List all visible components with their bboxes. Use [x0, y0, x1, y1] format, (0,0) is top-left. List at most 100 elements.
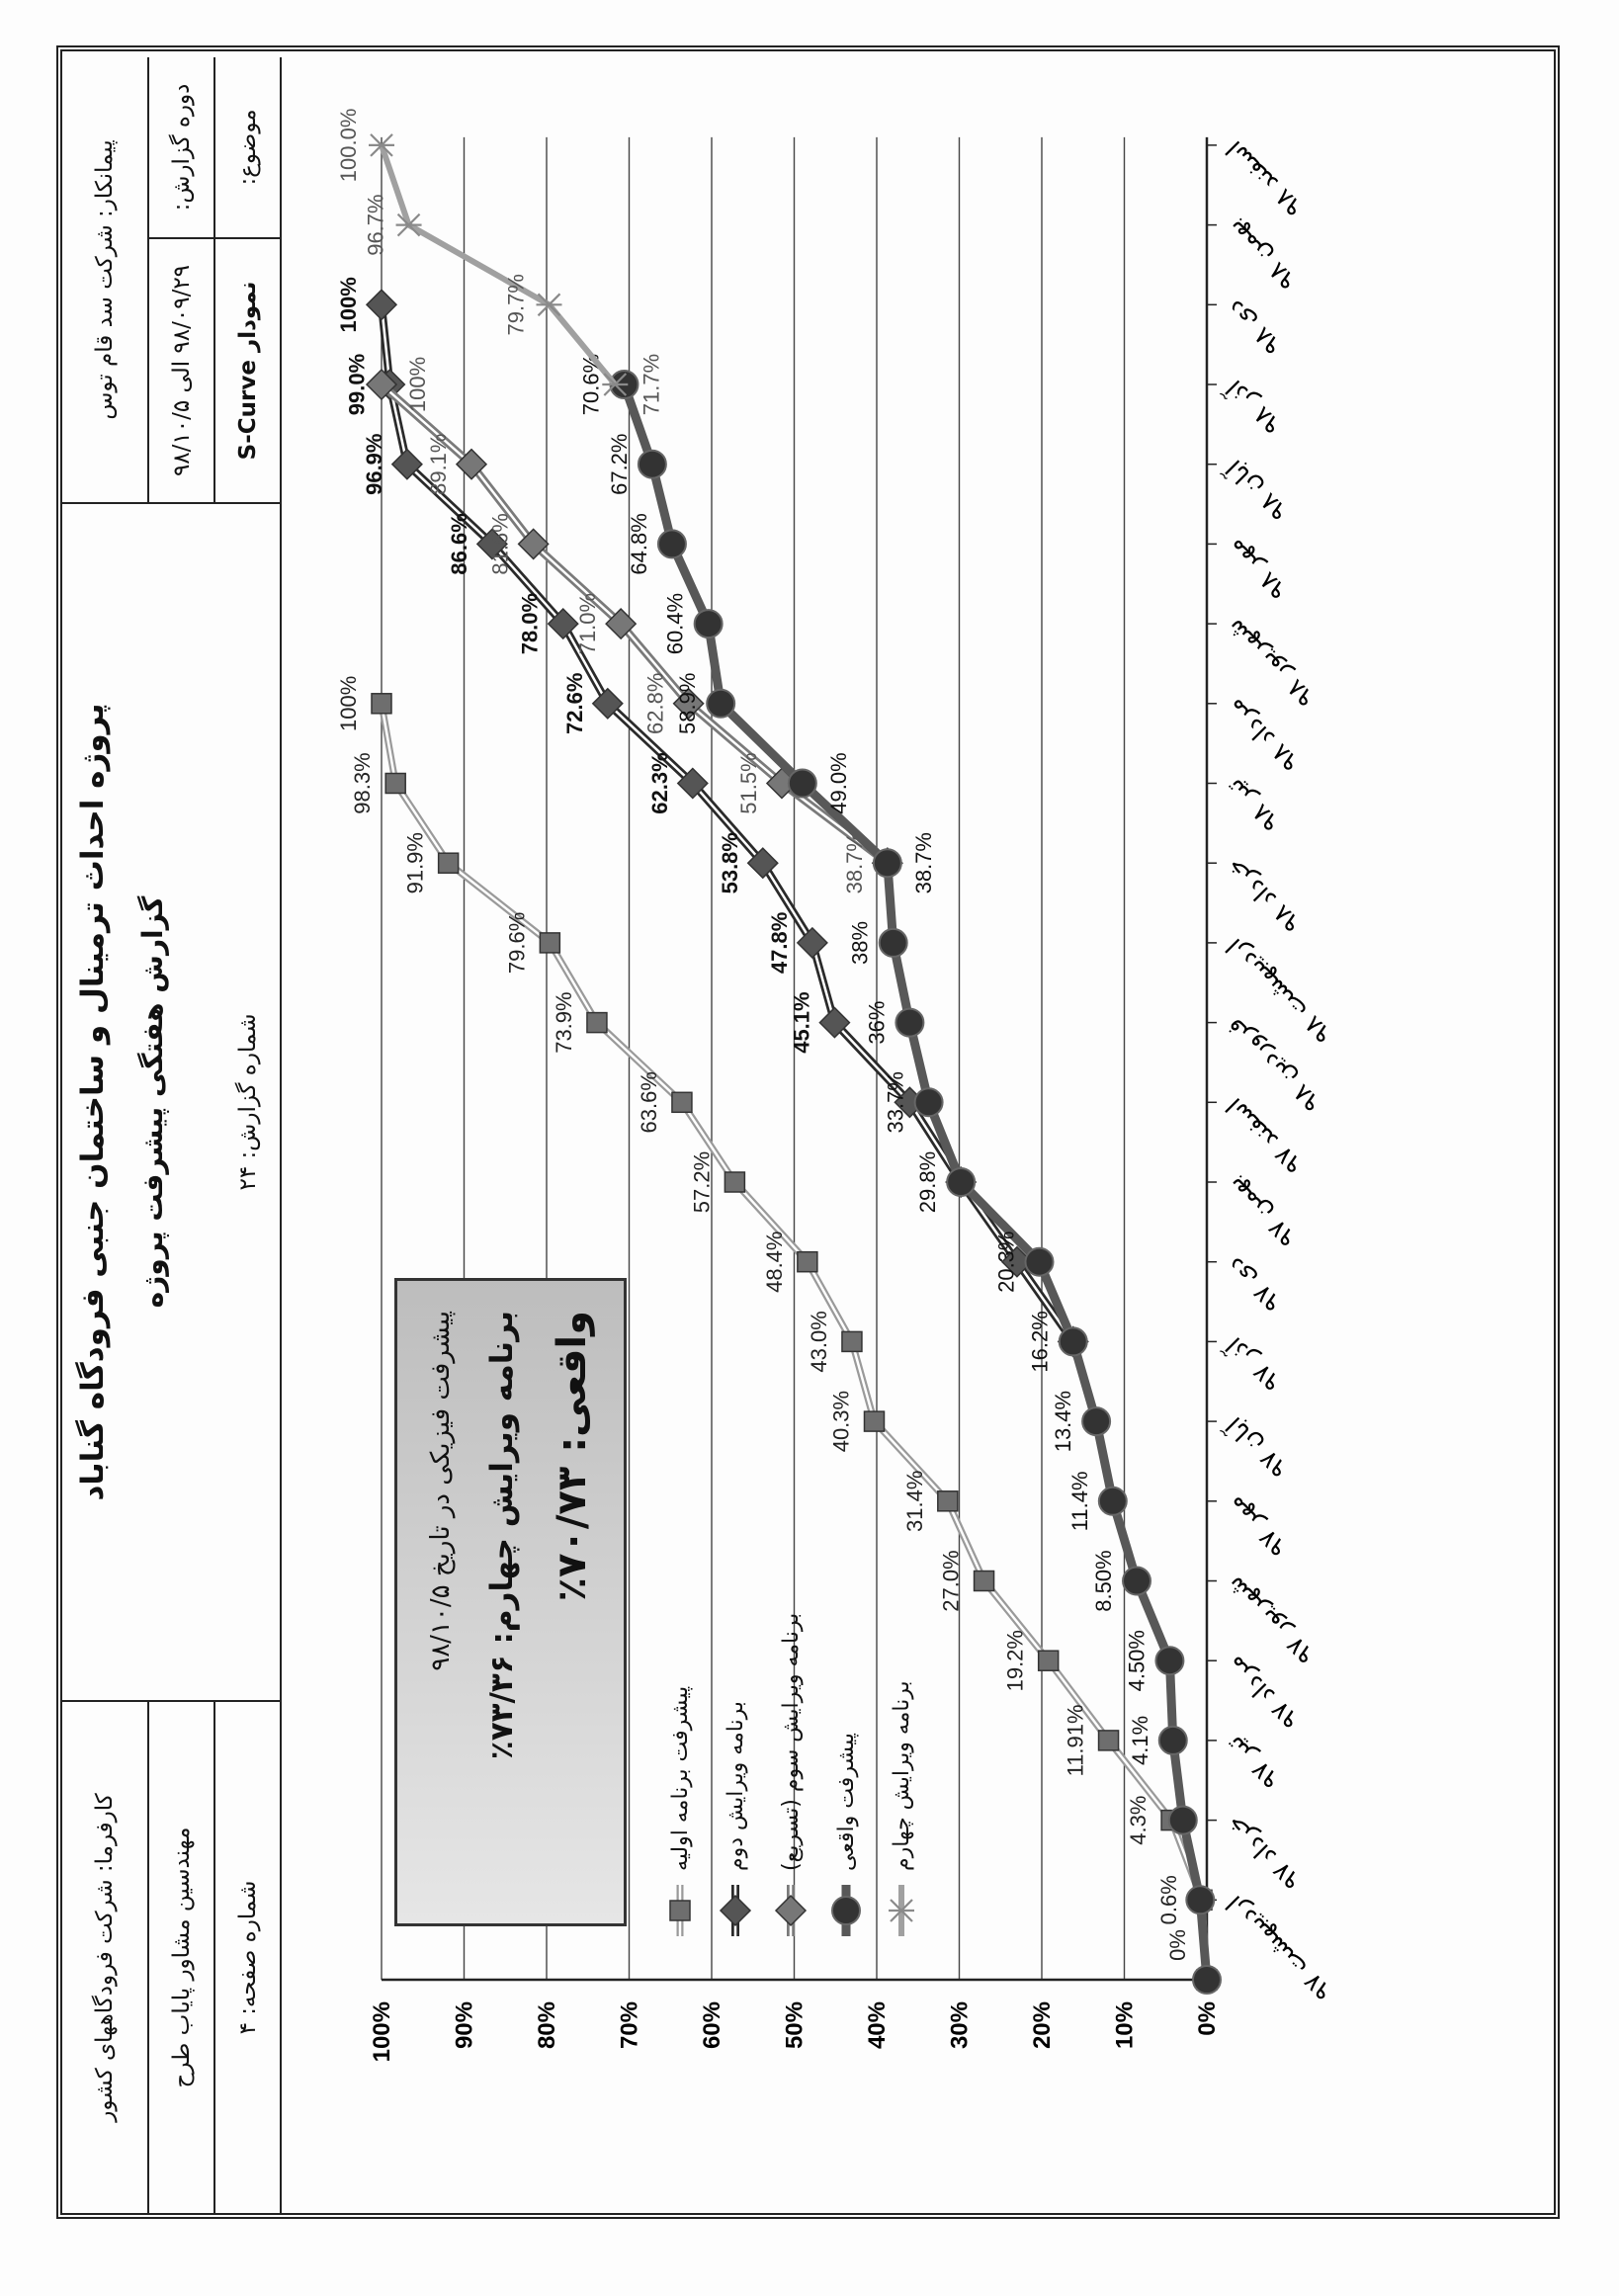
data-label: 38.7% [911, 832, 936, 893]
data-label: 86.6% [447, 513, 471, 574]
data-point [1024, 1246, 1055, 1277]
legend-marker [774, 1894, 808, 1927]
data-label: 71.0% [575, 593, 600, 654]
legend-marker [831, 1896, 861, 1925]
data-point [1081, 1406, 1112, 1437]
data-label: 91.9% [403, 832, 428, 893]
data-point [872, 848, 902, 879]
data-point [671, 1091, 693, 1114]
data-point [1058, 1326, 1088, 1357]
circle-marker-icon [831, 1885, 861, 1936]
data-point [517, 528, 550, 560]
data-point [841, 1330, 863, 1353]
legend-label: برنامه ویرایش دوم [723, 1701, 748, 1871]
data-point [1037, 1650, 1060, 1671]
data-label: 47.8% [767, 912, 792, 974]
y-tick-label: 20% [1029, 2001, 1056, 2049]
data-label: 53.8% [718, 832, 742, 893]
legend-label: پیشرفت برنامه اولیه [667, 1685, 693, 1871]
data-point [437, 852, 460, 874]
data-point [586, 1011, 608, 1034]
data-point [475, 528, 508, 560]
data-point [637, 449, 667, 479]
diamond-marker-icon [719, 1885, 752, 1936]
data-point [455, 448, 488, 480]
data-label: 33.7% [884, 1071, 908, 1133]
data-point [371, 693, 392, 715]
legend-item: برنامه ویرایش دوم [708, 1644, 763, 1940]
data-point [937, 1490, 959, 1512]
data-label: 96.9% [362, 434, 386, 495]
data-point [395, 213, 422, 237]
data-label: 0% [1165, 1929, 1190, 1961]
y-tick-label: 30% [947, 2001, 974, 2049]
data-label: 8.50% [1091, 1550, 1116, 1611]
data-label: 81.6% [488, 513, 513, 574]
data-point [746, 847, 779, 880]
series-line [379, 143, 618, 386]
data-point [724, 1171, 746, 1193]
data-label: 19.2% [1003, 1630, 1028, 1691]
data-label: 71.7% [639, 354, 663, 415]
physical-progress-summary-box: پیشرفت فیزیکی در تاریخ ۹۸/۱۰/۵ برنامه وی… [394, 1278, 627, 1926]
legend-marker [719, 1894, 752, 1927]
data-label: 48.4% [762, 1232, 787, 1293]
y-tick-label: 10% [1112, 2001, 1139, 2049]
data-label: 4.3% [1126, 1796, 1150, 1845]
x-tick-label: تیر ۹۷ [1221, 1731, 1285, 1795]
data-point [693, 609, 724, 639]
x-tick-label: شهریور ۹۸ [1221, 613, 1321, 713]
data-label: 78.0% [518, 593, 543, 654]
x-tick-label: مهر ۹۸ [1221, 533, 1293, 605]
data-label: 73.9% [552, 991, 576, 1053]
data-point [547, 608, 579, 640]
y-tick-label: 70% [617, 2001, 643, 2049]
x-tick-label: شهریور ۹۷ [1221, 1571, 1321, 1670]
data-label: 36% [864, 1001, 889, 1045]
data-label: 31.4% [902, 1471, 927, 1532]
data-label: 4.1% [1128, 1716, 1152, 1765]
data-label: 64.8% [627, 513, 651, 574]
data-label: 89.1% [426, 434, 451, 495]
data-point [1157, 1725, 1188, 1755]
data-label: 100.0% [336, 109, 361, 183]
summary-actual-line: واقعی: ۷۰/۷۳٪ [550, 1311, 596, 1602]
data-point [390, 448, 423, 480]
series-0: 0% 0.6% 4.3% 11.91% 19.2% 27.0% 31.4% 40.3% 43.0… [336, 676, 1218, 1991]
data-label: 11.4% [1067, 1471, 1092, 1531]
data-point [1122, 1566, 1152, 1596]
data-point [946, 1167, 977, 1197]
chart-legend: پیشرفت برنامه اولیه برنامه ویرایش دوم برنا… [652, 1613, 929, 1940]
data-point [1185, 1885, 1216, 1915]
data-label: 0.6% [1156, 1875, 1181, 1924]
data-label: 62.8% [643, 673, 668, 734]
x-tick-label: اسفند ۹۸ [1221, 135, 1308, 222]
data-label: 58.9% [675, 673, 700, 734]
data-label: 79.6% [504, 912, 529, 974]
series-1: 45.1% 47.8% 53.8% 62.3% 72.6% 78.0% 86.6% 96.9%… [336, 277, 1089, 1358]
y-tick-label: 50% [782, 2001, 809, 2049]
data-point [1154, 1646, 1185, 1676]
data-label: 51.5% [736, 752, 761, 813]
diamond-marker-icon [774, 1885, 808, 1936]
data-point [787, 768, 817, 799]
data-label: 13.4% [1051, 1391, 1075, 1452]
legend-item: پیشرفت واقعی [818, 1644, 874, 1940]
data-label: 16.2% [1028, 1311, 1053, 1372]
data-point [605, 608, 638, 640]
legend-item: برنامه ویرایش سوم (تسریع) [763, 1613, 818, 1940]
data-point [365, 368, 398, 401]
x-tick-label: خرداد ۹۷ [1221, 1810, 1306, 1895]
legend-label: پیشرفت واقعی [833, 1733, 859, 1871]
data-point [536, 293, 562, 317]
data-point [863, 1410, 886, 1432]
y-tick-label: 40% [864, 2001, 891, 2049]
data-label: 99.0% [344, 354, 369, 415]
x-tick-label: تیر ۹۸ [1221, 773, 1285, 837]
data-label: 100% [336, 277, 361, 332]
y-tick-label: 0% [1194, 2001, 1221, 2036]
x-tick-label: دی ۹۸ [1221, 295, 1287, 361]
data-point [1167, 1805, 1198, 1835]
x-tick-label: اردیبهشت ۹۷ [1221, 1889, 1338, 2006]
square-marker-icon [669, 1885, 691, 1936]
